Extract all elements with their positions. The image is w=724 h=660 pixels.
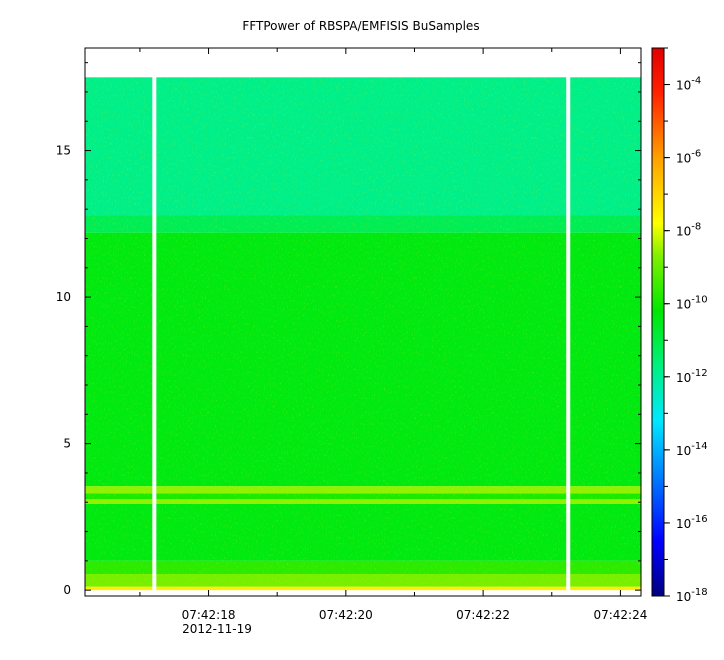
y-tick-label: 0 <box>63 583 71 597</box>
colorbar-tick-label: 10-12 <box>676 368 708 385</box>
colorbar-tick-label: 10-18 <box>676 587 708 604</box>
colorbar-tick-label: 10-14 <box>676 441 708 458</box>
colorbar-tick-label: 10-4 <box>676 76 701 93</box>
noise-overlay <box>85 77 641 591</box>
plot-frame <box>84 47 642 597</box>
colorbar-tick-label: 10-10 <box>676 295 708 312</box>
x-tick-label: 07:42:20 <box>319 608 373 622</box>
colorbar <box>651 47 665 597</box>
y-tick-label: 10 <box>56 290 71 304</box>
x-tick-label: 07:42:22 <box>456 608 510 622</box>
colorbar-tick-label: 10-8 <box>676 222 701 239</box>
colorbar-tick-label: 10-16 <box>676 514 708 531</box>
x-tick-label: 07:42:24 <box>593 608 647 622</box>
chart-title: FFTPower of RBSPA/EMFISIS BuSamples <box>242 19 479 33</box>
y-axis: 0 5 10 15 <box>56 62 641 597</box>
data-gaps <box>152 48 571 596</box>
x-axis: 07:42:18 07:42:20 07:42:22 07:42:24 <box>139 48 647 622</box>
x-axis-date-label: 2012-11-19 <box>182 622 252 636</box>
x-tick-label: 07:42:18 <box>182 608 236 622</box>
y-tick-label: 5 <box>63 437 71 451</box>
data-gap <box>152 48 157 596</box>
data-gap <box>566 48 571 596</box>
y-tick-label: 15 <box>56 144 71 158</box>
colorbar-tick-label: 10-6 <box>676 149 701 166</box>
plot-noise-texture <box>85 77 641 591</box>
colorbar-axis: 10-4 10-6 10-8 10-10 10-12 10-14 10-16 10-18 <box>664 47 708 604</box>
